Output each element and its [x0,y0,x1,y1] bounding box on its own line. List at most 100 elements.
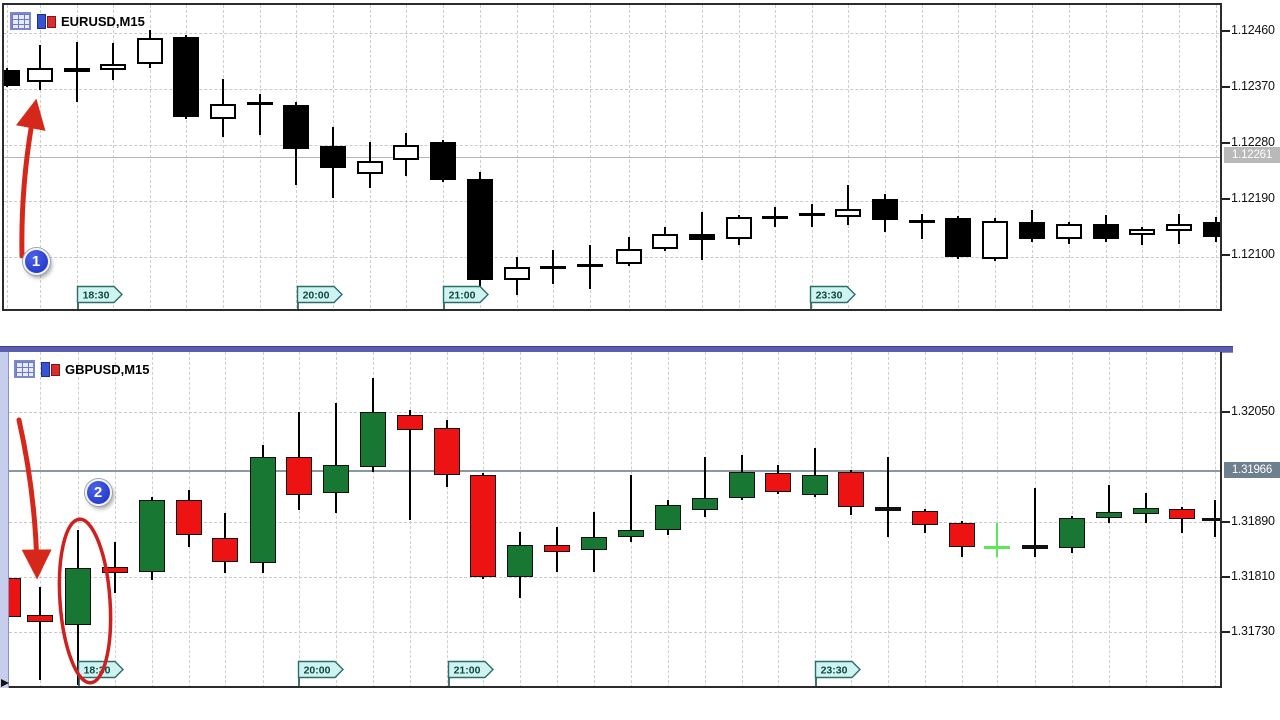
grid-line-vertical [1069,5,1070,309]
candle-body-bull [652,233,678,249]
candle-body-bear [912,511,938,525]
candle-body-bull [982,220,1008,259]
price-axis-label: 1.32050 [1231,404,1275,418]
candle-body-bull [802,475,828,496]
grid-line-vertical [1216,5,1217,309]
time-tag: 18:30 [76,285,123,309]
candle-wick [814,447,816,498]
grid-line-horizontal [4,256,1220,258]
grid-line-vertical [223,5,224,309]
candle-body-bear [838,471,864,507]
candle-body-doji [909,219,935,223]
grid-line-vertical [447,352,448,686]
time-tag-label: 18:30 [84,665,111,677]
time-tag: 18:30 [77,660,124,686]
grid-line-vertical [1106,5,1107,309]
symbol-label: EURUSD,M15 [61,13,145,29]
grid-line-vertical [665,5,666,309]
grid-line-vertical [997,352,998,686]
candle-wick [996,522,998,558]
candle-body-bull [507,544,533,577]
grid-line-vertical [962,352,963,686]
candle-body-bear [544,544,570,553]
grid-line-horizontal [9,577,1220,578]
annotation-marker-2: 2 [84,478,112,506]
candle-body-bull [726,217,752,239]
grid-line-vertical [775,5,776,309]
grid-line-vertical [373,352,374,686]
candle-body-bear [397,414,423,430]
grid-line-horizontal [4,33,1220,34]
grid-line-horizontal [4,144,1220,146]
price-axis-tick [1222,86,1230,88]
candle-body-bull [65,568,91,626]
chart-plot-eurusd[interactable]: 18:30 20:00 21:00 23:30 [2,3,1222,311]
candle-wick [847,184,849,226]
candle-wick [589,245,591,289]
candle-wick [1145,493,1147,523]
grid-line-horizontal [4,200,1220,202]
candle-body-doji [577,263,603,267]
price-axis-label: 1.31890 [1231,514,1275,528]
grid-line-horizontal [9,412,1220,413]
time-tag: 23:30 [814,660,861,686]
candle-body-doji_lime [984,546,1010,550]
candle-body-bull [1129,228,1155,235]
price-axis-tick [1222,30,1230,32]
grid-line-vertical [1142,5,1143,309]
candle-body-bull [1059,517,1085,549]
candle-wick [921,214,923,239]
candle-body-bull [729,471,755,498]
symbol-label: GBPUSD,M15 [65,361,150,377]
candle-body-doji [1202,517,1220,521]
candle-body-doji [799,212,825,216]
grid-line-vertical [1179,5,1180,309]
time-tag-label: 23:30 [816,290,843,302]
candle-wick [1181,506,1183,533]
price-axis-tick [1222,631,1230,633]
candle-body-bull [357,161,383,175]
candle-body-bear [434,427,460,476]
current-price-tag: 1.12261 [1224,147,1280,163]
time-tag: 20:00 [296,285,343,309]
price-axis-tick [1222,576,1230,578]
price-axis-tick [1222,142,1230,144]
candle-body-bull [100,64,126,70]
candle-body-bear [9,577,21,617]
candle-body-bull [137,37,163,65]
current-price-line [4,157,1220,158]
grid-line-vertical [557,352,558,686]
candle-body-bull [323,464,349,494]
grid-line-vertical [848,5,849,309]
candle-body-bear [765,473,791,492]
time-tag: 23:30 [809,285,856,309]
candle-wick [112,42,114,81]
candle-wick [1108,484,1110,523]
candle-body-bear [1203,222,1220,238]
candle-body-bull [360,412,386,467]
candle-body-bear [102,566,128,573]
price-axis-tick [1222,198,1230,200]
bar-chart-icon [36,12,56,30]
grid-line-vertical [885,5,886,309]
candle-body-bear [286,456,312,496]
time-tag-label: 23:30 [821,665,848,677]
candle-body-bull [618,530,644,538]
grid-line-vertical [739,5,740,309]
candle-wick [887,456,889,538]
candle-body-bull [1166,224,1192,231]
grid-line-vertical [410,352,411,686]
chart-window-icon [10,12,31,30]
candle-body-bull [616,248,642,264]
candle-body-bull [250,456,276,564]
candle-body-doji [762,215,788,220]
chart-title-gbpusd: GBPUSD,M15 [14,360,150,378]
candle-body-bull [835,209,861,218]
candle-body-doji [1022,544,1048,549]
chart-end-marker-icon [1,679,9,687]
candle-wick [1034,488,1036,558]
chart-plot-gbpusd[interactable]: 18:30 20:00 21:00 23:30 [9,352,1222,688]
time-tag: 21:00 [442,285,489,309]
grid-line-vertical [742,352,743,686]
candle-body-bull [27,67,53,83]
